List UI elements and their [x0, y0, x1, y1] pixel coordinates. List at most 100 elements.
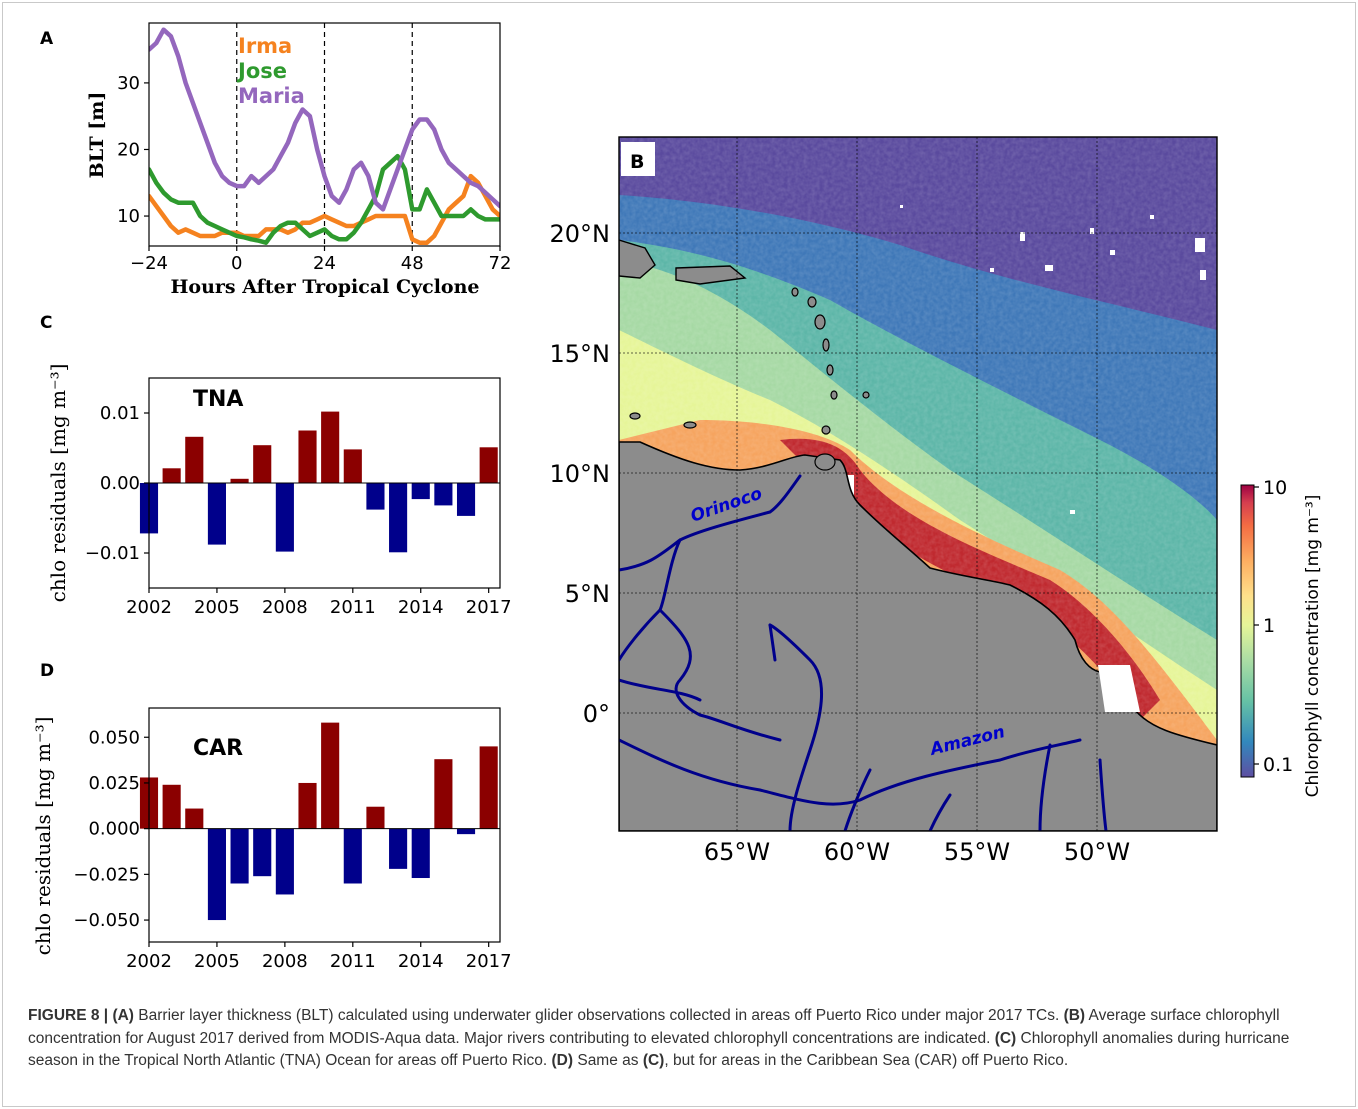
c-bar-2003	[162, 468, 181, 483]
d-y-axis-label: chlo residuals [mg m⁻³]	[31, 717, 55, 956]
d-bar-2016	[456, 828, 476, 835]
caption-d-text2: , but for areas in the Caribbean Sea (CA…	[664, 1052, 1069, 1069]
figure-caption: FIGURE 8 | (A) Barrier layer thickness (…	[28, 1005, 1333, 1073]
c-y-axis-label: chlo residuals [mg m⁻³]	[46, 364, 70, 603]
c-title: TNA	[193, 387, 243, 412]
d-x-tick-label: 2017	[466, 951, 512, 972]
d-bar-2007	[253, 828, 272, 877]
lat-label-20n: 20°N	[550, 220, 611, 248]
caption-prefix: FIGURE 8 |	[28, 1007, 109, 1024]
d-x-tick-label: 2011	[330, 951, 376, 972]
c-x-tick-label: 2005	[194, 597, 240, 618]
panel-label-a: A	[40, 29, 54, 49]
d-bar-2011	[343, 828, 362, 884]
d-x-tick-label: 2014	[398, 951, 444, 972]
d-bar-2012	[366, 806, 385, 829]
a-legend: Irma Jose Maria	[236, 34, 305, 108]
d-bar-2010	[321, 722, 340, 829]
c-bar-2016	[456, 483, 476, 516]
d-y-ticks: −0.050 −0.025 0.000 0.025 0.050	[73, 727, 149, 931]
c-bars	[139, 411, 500, 553]
map-rivers	[619, 474, 1108, 831]
c-bar-2006	[230, 478, 249, 483]
d-axes-frame	[148, 707, 501, 943]
a-series-maria	[149, 27, 500, 212]
a-series-jose	[149, 153, 500, 245]
d-bar-2014	[411, 828, 430, 879]
d-bar-2004	[185, 808, 204, 829]
c-bar-2011	[343, 449, 362, 483]
d-bar-2009	[298, 782, 317, 829]
a-series-irma	[149, 173, 500, 245]
a-y-ticks: 10 20 30	[117, 73, 149, 227]
a-x-tick-label: 0	[231, 253, 242, 274]
c-bar-2014	[411, 483, 430, 500]
d-y-tick-label: −0.025	[73, 864, 140, 885]
colorbar-tick-10: 10	[1263, 477, 1287, 499]
d-title: CAR	[193, 736, 243, 761]
a-x-tick-label: 24	[313, 253, 336, 274]
colorbar-gradient	[1240, 484, 1255, 778]
panel-b-chlorophyll-map: Orinoco Amazon B 65°W 60°W 55°W 50°W 20°…	[550, 136, 1323, 866]
c-x-tick-label: 2014	[398, 597, 444, 618]
c-bar-2012	[366, 483, 385, 510]
d-bar-2003	[162, 784, 181, 829]
caption-a-text: Barrier layer thickness (BLT) calculated…	[133, 1007, 1064, 1024]
c-bar-2017	[479, 447, 498, 483]
caption-c-text: Chlorophyll anomalies during hurricane s…	[28, 1029, 1290, 1070]
map-colorbar: 10 1 0.1 Chlorophyll concentration [mg m…	[1240, 477, 1323, 797]
panel-c-bar-chart: 2002 2005 2008 2011 2014 2017 −0.01 0.00 0.01 T…	[46, 364, 512, 618]
a-y-tick-label: 30	[117, 73, 140, 94]
c-y-tick-label: 0.00	[100, 473, 140, 494]
c-bar-2010	[321, 411, 340, 483]
d-y-tick-label: 0.025	[88, 773, 140, 794]
map-axis-labels: 65°W 60°W 55°W 50°W 20°N 15°N 10°N 5°N 0…	[550, 220, 1131, 866]
panel-a-line-chart: −24 0 24 48 72 10 20 30 Irma Jose Maria Hours …	[86, 22, 511, 298]
caption-d-tag: (D)	[551, 1052, 574, 1069]
panel-label-d: D	[40, 661, 54, 681]
map-frame	[618, 136, 1218, 832]
d-bar-2008	[275, 828, 294, 895]
a-x-tick-label: −24	[130, 253, 168, 274]
caption-d-text: Same as	[573, 1052, 643, 1069]
map-lesser-antilles	[629, 287, 870, 471]
panel-d-bar-chart: 2002 2005 2008 2011 2014 2017 −0.050 −0.025 0.0…	[31, 707, 512, 972]
a-y-tick-label: 10	[117, 206, 140, 227]
caption-d-ref: (C)	[642, 1052, 665, 1069]
d-x-ticks: 2002 2005 2008 2011 2014 2017	[126, 942, 512, 972]
c-bar-2015	[434, 483, 453, 506]
map-amazon-mouth-no-data	[1098, 665, 1140, 712]
c-y-tick-label: 0.01	[100, 403, 140, 424]
d-y-tick-label: 0.000	[88, 819, 140, 840]
caption-a-tag: (A)	[112, 1007, 134, 1024]
lat-label-5n: 5°N	[565, 580, 610, 608]
d-y-tick-label: −0.050	[73, 910, 140, 931]
lon-label-55w: 55°W	[944, 838, 1010, 866]
lat-label-15n: 15°N	[550, 340, 611, 368]
lat-label-0: 0°	[583, 700, 610, 728]
legend-irma: Irma	[238, 34, 292, 58]
caption-b-tag: (B)	[1063, 1007, 1086, 1024]
c-y-tick-label: −0.01	[85, 543, 140, 564]
caption-c-tag: (C)	[994, 1029, 1017, 1047]
c-y-ticks: −0.01 0.00 0.01	[85, 403, 149, 564]
lon-label-50w: 50°W	[1064, 838, 1130, 866]
c-x-ticks: 2002 2005 2008 2011 2014 2017	[126, 588, 512, 618]
a-x-tick-label: 48	[401, 253, 424, 274]
c-bar-2009	[298, 430, 317, 483]
lat-label-10n: 10°N	[550, 460, 611, 488]
d-y-tick-label: 0.050	[88, 727, 140, 748]
a-y-tick-label: 20	[117, 139, 140, 160]
c-bar-2013	[389, 483, 408, 553]
c-x-tick-label: 2017	[466, 597, 512, 618]
d-bar-2005	[207, 828, 226, 921]
c-x-tick-label: 2008	[262, 597, 308, 618]
map-land-puerto-rico	[675, 265, 747, 285]
a-y-axis-label: BLT [m]	[86, 92, 108, 179]
panel-label-b-box	[621, 142, 655, 176]
panel-label-c: C	[40, 313, 52, 333]
caption-b-text: Average surface chlorophyll concentratio…	[28, 1007, 1280, 1047]
d-x-tick-label: 2002	[126, 951, 172, 972]
panel-label-b: B	[630, 151, 644, 173]
a-x-axis-label: Hours After Tropical Cyclone	[170, 276, 479, 298]
